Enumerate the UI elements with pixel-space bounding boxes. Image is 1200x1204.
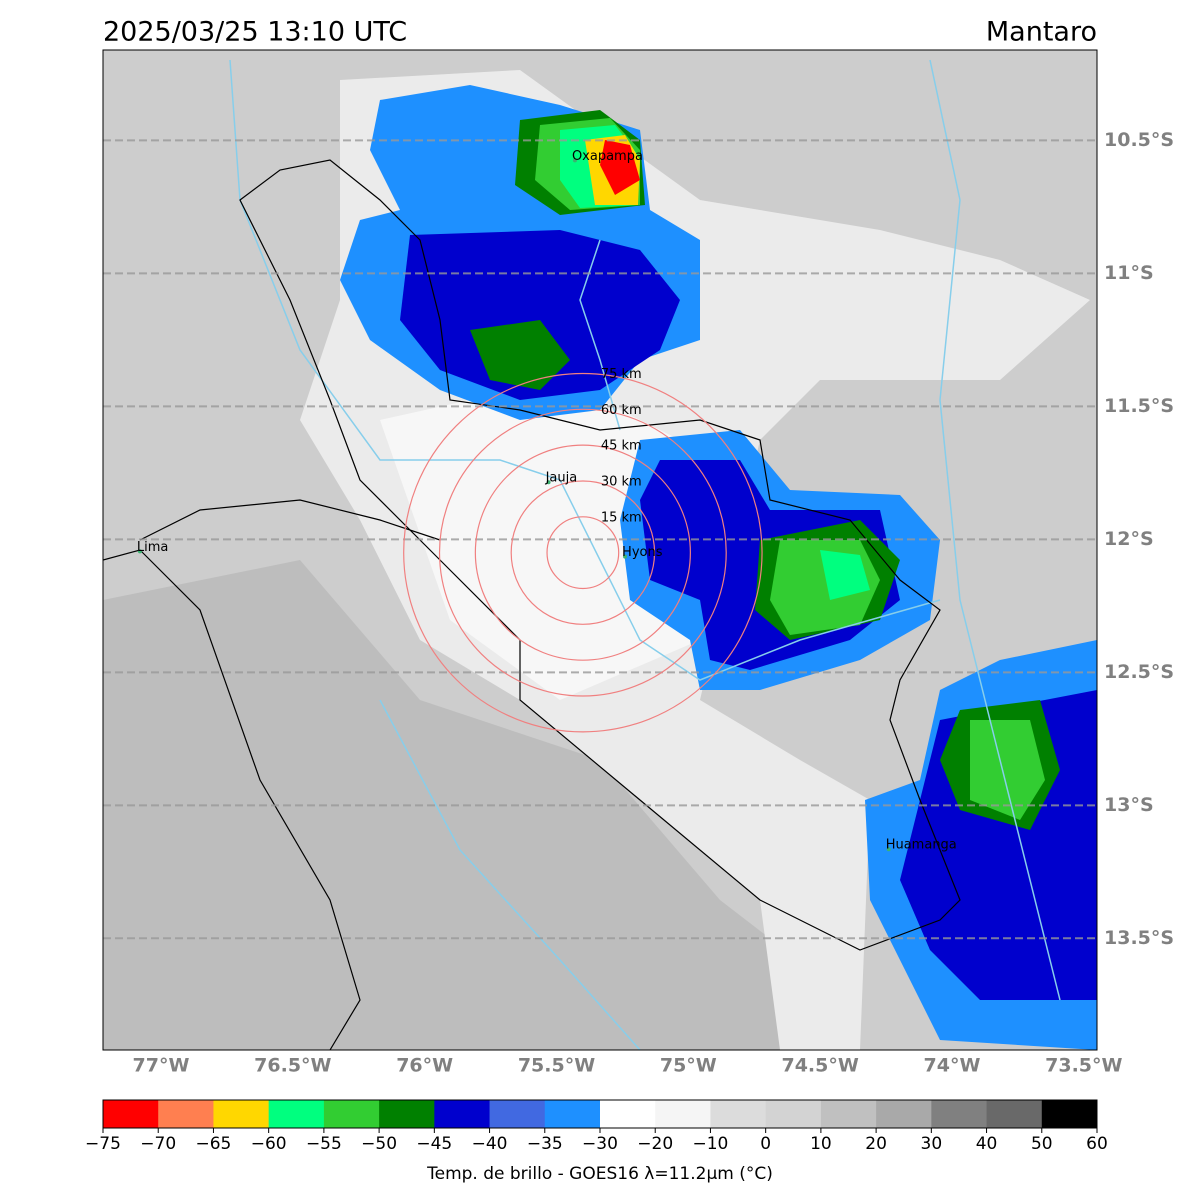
colorbar-tick-label: −40 bbox=[472, 1134, 508, 1154]
colorbar-tick-label: −75 bbox=[85, 1134, 121, 1154]
colorbar-tick-label: 60 bbox=[1086, 1134, 1108, 1154]
colorbar-segment bbox=[268, 1100, 325, 1128]
colorbar-segment bbox=[600, 1100, 656, 1128]
colorbar-tick-label: −60 bbox=[251, 1134, 287, 1154]
colorbar-segment bbox=[655, 1100, 711, 1128]
satellite-image bbox=[103, 50, 1097, 1050]
lat-tick-label: 12.5°S bbox=[1104, 661, 1174, 683]
place-label: Jauja bbox=[545, 471, 578, 486]
range-ring bbox=[403, 372, 763, 733]
range-ring-label: 45 km bbox=[601, 439, 642, 454]
colorbar-segment bbox=[434, 1100, 491, 1128]
range-ring-label: 30 km bbox=[601, 474, 642, 489]
place-label: Huamanga bbox=[886, 838, 957, 853]
map-overlay: 10.5°S 11°S 11.5°S 12°S 12.5°S 13°S 13.5°S 77°W… bbox=[103, 129, 1174, 1077]
lon-tick-label: 75°W bbox=[660, 1055, 717, 1077]
lat-tick-label: 13°S bbox=[1104, 794, 1154, 816]
lon-tick-label: 73.5°W bbox=[1045, 1055, 1122, 1077]
colorbar-tick-label: −35 bbox=[527, 1134, 563, 1154]
colorbar-segment bbox=[765, 1100, 822, 1128]
colorbar-segment bbox=[876, 1100, 932, 1128]
range-ring-label: 75 km bbox=[601, 367, 642, 382]
lon-tick-label: 75.5°W bbox=[518, 1055, 595, 1077]
range-ring-label: 15 km bbox=[601, 510, 642, 525]
title: 2025/03/25 13:10 UTC bbox=[103, 17, 407, 48]
lon-tick-label: 76.5°W bbox=[254, 1055, 331, 1077]
colorbar-tick-label: −30 bbox=[582, 1134, 618, 1154]
colorbar-segment bbox=[103, 1100, 159, 1128]
colorbar-label: Temp. de brillo - GOES16 λ=11.2μm (°C) bbox=[426, 1164, 773, 1184]
colorbar-tick-label: −65 bbox=[195, 1134, 231, 1154]
colorbar-tick-label: −55 bbox=[306, 1134, 342, 1154]
lat-tick-label: 10.5°S bbox=[1104, 129, 1174, 151]
colorbar: −75 −70 −65 −60 −55 −50 −45 −40 −35 −30 −20 −10 0 10 2… bbox=[85, 1099, 1108, 1184]
place-label: Hyons bbox=[622, 545, 663, 560]
lat-tick-label: 11.5°S bbox=[1104, 395, 1174, 417]
place-marker bbox=[572, 158, 577, 163]
lat-tick-label: 12°S bbox=[1104, 528, 1154, 550]
colorbar-segment bbox=[323, 1100, 380, 1128]
colorbar-tick-label: 40 bbox=[976, 1134, 998, 1154]
lon-tick-label: 77°W bbox=[133, 1055, 190, 1077]
colorbar-segment bbox=[1041, 1100, 1098, 1128]
colorbar-tick-label: 20 bbox=[865, 1134, 887, 1154]
colorbar-tick-label: −70 bbox=[140, 1134, 176, 1154]
colorbar-tick-label: 50 bbox=[1031, 1134, 1053, 1154]
place-marker bbox=[886, 847, 891, 852]
colorbar-tick-label: 0 bbox=[760, 1134, 771, 1154]
colorbar-tick-label: −10 bbox=[692, 1134, 728, 1154]
lat-tick-label: 11°S bbox=[1104, 262, 1154, 284]
colorbar-tick-label: 30 bbox=[921, 1134, 943, 1154]
place-marker bbox=[546, 480, 551, 485]
colorbar-tick-label: −45 bbox=[416, 1134, 452, 1154]
range-ring bbox=[546, 516, 620, 590]
map-frame bbox=[102, 49, 1098, 1051]
colorbar-segment bbox=[489, 1100, 546, 1128]
region: Mantaro bbox=[986, 17, 1097, 48]
colorbar-segment bbox=[158, 1100, 214, 1128]
range-ring-label: 60 km bbox=[601, 403, 642, 418]
range-ring bbox=[438, 408, 727, 697]
colorbar-segment bbox=[213, 1100, 270, 1128]
colorbar-tick-label: −20 bbox=[637, 1134, 673, 1154]
range-ring bbox=[510, 480, 656, 625]
place-marker bbox=[137, 549, 142, 554]
place-marker bbox=[623, 554, 628, 559]
colorbar-segment bbox=[710, 1100, 767, 1128]
colorbar-tick-label: 10 bbox=[810, 1134, 832, 1154]
colorbar-segment bbox=[820, 1100, 877, 1128]
lat-tick-label: 13.5°S bbox=[1104, 927, 1174, 949]
colorbar-tick-label: −50 bbox=[361, 1134, 397, 1154]
colorbar-segment bbox=[544, 1100, 601, 1128]
colorbar-segment bbox=[931, 1100, 988, 1128]
lon-tick-label: 76°W bbox=[396, 1055, 453, 1077]
lon-tick-label: 74°W bbox=[924, 1055, 981, 1077]
lon-tick-label: 74.5°W bbox=[781, 1055, 858, 1077]
range-ring bbox=[474, 444, 691, 661]
place-label: Lima bbox=[137, 540, 168, 555]
place-label: Oxapampa bbox=[572, 149, 643, 164]
colorbar-segment bbox=[986, 1100, 1043, 1128]
colorbar-segment bbox=[379, 1100, 435, 1128]
